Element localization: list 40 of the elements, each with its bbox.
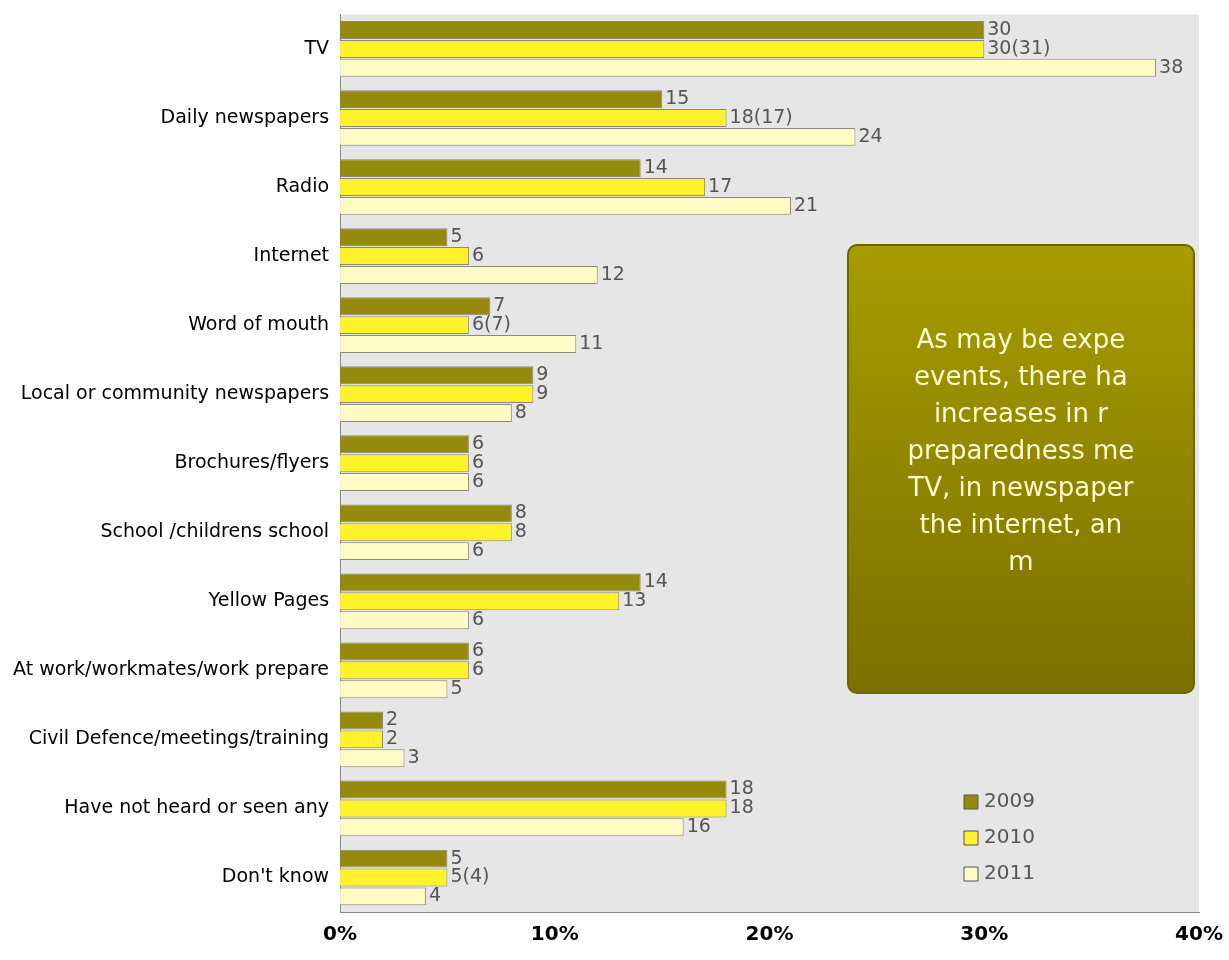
data-label: 5 xyxy=(450,676,463,699)
y-tick-label: Radio xyxy=(275,173,330,196)
data-label: 14 xyxy=(643,155,668,178)
x-tick-label: 0% xyxy=(323,921,358,946)
data-label: 6 xyxy=(471,243,484,265)
data-label: 8 xyxy=(514,399,527,422)
callout-box: As may be expe events, there ha increases in r preparedness me TV, in newspaper the internet, an m xyxy=(846,244,1195,695)
data-label: 11 xyxy=(579,330,604,353)
data-label: 3 xyxy=(407,745,420,768)
x-tick-label: 30% xyxy=(960,921,1009,946)
data-label: 38 xyxy=(1159,54,1184,77)
data-label: 6 xyxy=(471,538,484,561)
data-label: 4 xyxy=(428,883,442,906)
y-tick-label: Local or community newspapers xyxy=(20,381,330,404)
legend-label: 2010 xyxy=(984,824,1035,849)
y-tick-label: Word of mouth xyxy=(188,312,330,335)
data-label: 24 xyxy=(858,123,883,146)
y-tick-label: School /childrens school xyxy=(100,519,330,542)
data-label: 12 xyxy=(600,261,625,284)
y-tick-label: Civil Defence/meetings/training xyxy=(28,726,330,749)
data-label: 6 xyxy=(471,607,484,630)
y-tick-label: At work/workmates/work prepare xyxy=(12,657,330,680)
x-tick-label: 40% xyxy=(1175,921,1223,946)
data-label: 16 xyxy=(686,814,711,837)
y-tick-label: Internet xyxy=(253,243,330,265)
x-tick-label: 20% xyxy=(745,921,794,946)
y-tick-label: TV xyxy=(303,35,330,58)
x-tick-label: 10% xyxy=(530,921,579,946)
y-tick-label: Brochures/flyers xyxy=(174,450,330,473)
y-tick-label: Daily newspapers xyxy=(160,104,330,127)
data-label: 21 xyxy=(794,192,819,215)
legend-label: 2011 xyxy=(984,860,1035,885)
y-tick-label: Don't know xyxy=(221,864,330,887)
legend-label: 2009 xyxy=(984,788,1035,813)
data-label: 5 xyxy=(450,224,463,247)
data-label: 17 xyxy=(708,173,733,196)
data-label: 18(17) xyxy=(729,104,793,127)
y-tick-label: Yellow Pages xyxy=(207,588,330,611)
data-label: 15 xyxy=(665,86,690,109)
y-tick-label: Have not heard or seen any xyxy=(64,795,330,818)
